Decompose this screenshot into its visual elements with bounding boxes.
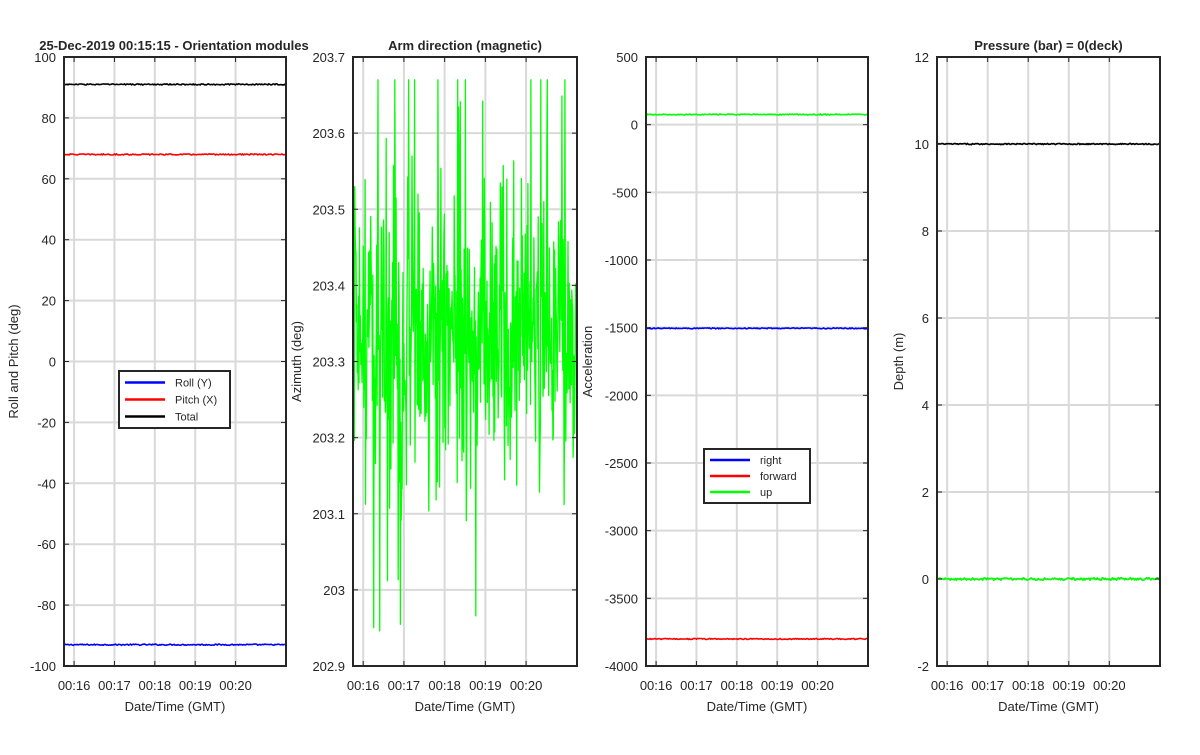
y-tick-label: 203.4 <box>312 278 345 293</box>
y-axis-label: Azimuth (deg) <box>289 321 304 402</box>
y-tick-label: 2 <box>922 485 929 500</box>
x-tick-label: 00:16 <box>347 678 380 693</box>
y-axis-label: Depth (m) <box>891 333 906 391</box>
x-tick-label: 00:16 <box>640 678 673 693</box>
y-axis-label: Roll and Pitch (deg) <box>6 304 21 418</box>
axes-frame <box>936 56 1161 667</box>
y-tick-label: 20 <box>42 294 56 309</box>
y-tick-label: 100 <box>34 50 56 65</box>
y-tick-label: 4 <box>922 398 929 413</box>
x-tick-label: 00:18 <box>721 678 754 693</box>
y-tick-label: 0 <box>631 118 638 133</box>
y-tick-label: 0 <box>49 355 56 370</box>
x-axis-label: Date/Time (GMT) <box>998 699 1099 714</box>
x-tick-label: 00:17 <box>971 678 1004 693</box>
legend-label: right <box>760 455 781 467</box>
x-tick-label: 00:18 <box>428 678 461 693</box>
legend: right forward up <box>703 448 811 504</box>
x-tick-label: 00:19 <box>1052 678 1085 693</box>
y-tick-label: 80 <box>42 111 56 126</box>
x-tick-label: 00:19 <box>469 678 502 693</box>
x-tick-label: 00:17 <box>388 678 421 693</box>
legend-label: up <box>760 487 772 499</box>
x-tick-label: 00:20 <box>510 678 543 693</box>
legend: Roll (Y) Pitch (X) Total <box>118 370 231 429</box>
y-tick-label: 203.6 <box>312 126 345 141</box>
y-tick-label: -2 <box>917 659 929 674</box>
series-line-depth <box>936 576 1161 582</box>
series-line-total <box>63 83 286 86</box>
x-tick-label: 00:19 <box>179 678 212 693</box>
y-tick-label: -2500 <box>605 456 638 471</box>
y-tick-label: -4000 <box>605 659 638 674</box>
x-tick-label: 00:20 <box>219 678 252 693</box>
x-tick-label: 00:18 <box>139 678 172 693</box>
series-line-up <box>645 113 869 116</box>
series-line-right <box>645 326 869 330</box>
y-tick-label: -3500 <box>605 591 638 606</box>
figure-title: 25-Dec-2019 00:15:15 - Orientation modul… <box>39 38 309 53</box>
y-tick-label: 40 <box>42 233 56 248</box>
chart-title: Arm direction (magnetic) <box>388 38 542 53</box>
y-tick-label: 203.5 <box>312 202 345 217</box>
y-tick-label: 203.7 <box>312 50 345 65</box>
y-tick-label: 60 <box>42 172 56 187</box>
y-tick-label: -20 <box>37 415 56 430</box>
x-tick-label: 00:17 <box>98 678 131 693</box>
y-tick-label: 202.9 <box>312 659 345 674</box>
y-tick-label: 0 <box>922 572 929 587</box>
chart-panel-4: 00:16 00:17 00:18 00:19 00:20 -2 0 2 4 6 8 10 12 Date… <box>891 38 1161 714</box>
x-axis-label: Date/Time (GMT) <box>415 699 516 714</box>
y-tick-label: -80 <box>37 598 56 613</box>
y-axis-label: Acceleration <box>580 326 595 398</box>
x-tick-label: 00:18 <box>1012 678 1045 693</box>
chart-title: Pressure (bar) = 0(deck) <box>974 38 1122 53</box>
y-tick-label: 203.2 <box>312 431 345 446</box>
x-tick-label: 00:19 <box>761 678 794 693</box>
plot-area <box>937 57 1160 666</box>
legend-label: Pitch (X) <box>175 395 217 407</box>
plot-area <box>646 57 868 666</box>
y-tick-label: 203.1 <box>312 507 345 522</box>
series-line-pitch-x <box>63 153 287 156</box>
x-tick-label: 00:20 <box>801 678 834 693</box>
x-tick-label: 00:16 <box>931 678 964 693</box>
y-tick-label: -1000 <box>605 253 638 268</box>
series-line-azimuth <box>352 79 578 632</box>
x-tick-label: 00:17 <box>680 678 713 693</box>
legend-label: Total <box>175 412 198 424</box>
series-line-forward <box>646 637 869 641</box>
y-tick-label: -60 <box>37 537 56 552</box>
chart-panel-1: 00:16 00:17 00:18 00:19 00:20 -100 -80 -60 -40 -2… <box>6 50 287 714</box>
y-tick-label: -40 <box>37 476 56 491</box>
y-tick-label: -500 <box>612 185 638 200</box>
x-tick-label: 00:16 <box>58 678 91 693</box>
x-axis-label: Date/Time (GMT) <box>707 699 808 714</box>
y-tick-label: -2000 <box>605 388 638 403</box>
y-tick-label: -3000 <box>605 524 638 539</box>
legend-label: Roll (Y) <box>175 378 212 390</box>
series-line-roll-y <box>63 643 287 647</box>
x-axis-label: Date/Time (GMT) <box>125 699 226 714</box>
x-tick-label: 00:20 <box>1093 678 1126 693</box>
axes-frame <box>645 56 869 667</box>
y-tick-label: 500 <box>616 50 638 65</box>
y-tick-label: -100 <box>30 659 56 674</box>
y-tick-label: 12 <box>915 50 929 65</box>
legend-label: forward <box>760 471 797 483</box>
y-tick-label: 203 <box>323 583 345 598</box>
y-tick-label: 6 <box>922 311 929 326</box>
y-tick-label: 10 <box>915 137 929 152</box>
chart-panel-2: 00:16 00:17 00:18 00:19 00:20 202.9 203 203.1 20… <box>289 38 578 714</box>
y-tick-label: 8 <box>922 224 929 239</box>
y-tick-label: 203.3 <box>312 355 345 370</box>
y-tick-label: -1500 <box>605 321 638 336</box>
chart-panel-3: 00:16 00:17 00:18 00:19 00:20 -4000 -3500 -3000… <box>580 50 869 714</box>
series-line-pressure <box>936 142 1161 146</box>
